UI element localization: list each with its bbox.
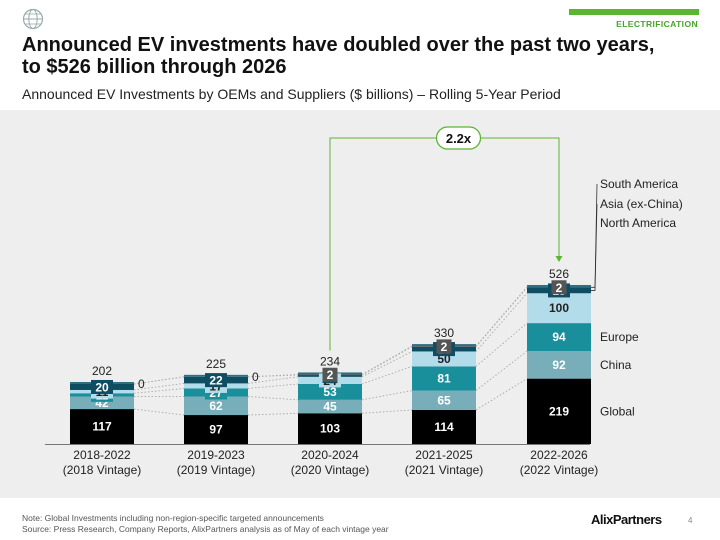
chart-subtitle: Announced EV Investments by OEMs and Sup… (22, 86, 561, 102)
data-label-asia-ex-china: 22 (209, 374, 223, 388)
data-label-europe: 81 (437, 371, 451, 385)
total-label: 330 (434, 326, 454, 340)
bar-segment-north-america (412, 351, 476, 367)
legend-label-south-america: South America (600, 177, 678, 191)
category-sublabel: (2018 Vintage) (63, 463, 142, 477)
category-label: 2018-2022 (73, 448, 131, 462)
legend-label-asia-ex-china: Asia (ex-China) (600, 197, 683, 211)
data-label-south-america: 2 (327, 368, 334, 382)
data-label-south-america: 0 (138, 377, 145, 391)
data-label-south-america: 0 (252, 370, 259, 384)
data-label-global: 219 (549, 404, 569, 418)
data-label-box (551, 280, 567, 295)
series-connector (247, 376, 299, 384)
series-connector (133, 408, 185, 416)
series-connector (361, 351, 413, 378)
series-connector (247, 396, 299, 401)
data-label-box (322, 367, 338, 382)
brand-logo: AlixPartners (591, 512, 662, 527)
data-label-global: 97 (209, 423, 223, 437)
bar-segment-china (527, 351, 591, 379)
accent-bar (569, 9, 699, 15)
bar-segment-global (70, 409, 134, 444)
growth-multiplier-label: 2.2x (446, 131, 472, 146)
series-connector (361, 365, 413, 385)
bar-segment-north-america (527, 293, 591, 324)
data-label-north-america: 100 (549, 301, 569, 315)
category-sublabel: (2020 Vintage) (291, 463, 370, 477)
legend-label-north-america: North America (600, 216, 676, 230)
data-label-south-america: 2 (556, 281, 563, 295)
series-connector (247, 412, 299, 416)
footnote-source: Source: Press Research, Company Reports,… (22, 523, 389, 534)
data-label-china: 62 (209, 399, 223, 413)
data-label-box (436, 339, 452, 354)
bar-segment-china (412, 390, 476, 410)
series-connector (475, 286, 528, 347)
data-label-box (205, 373, 227, 388)
footnotes: Note: Global Investments including non-r… (22, 513, 389, 534)
data-label-south-america: 2 (441, 340, 448, 354)
category-sublabel: (2019 Vintage) (177, 463, 256, 477)
data-label-box (91, 379, 113, 394)
legend-label-global: Global (600, 404, 635, 418)
total-label: 225 (206, 357, 226, 371)
series-connector (361, 409, 413, 414)
data-label-europe: 53 (323, 385, 337, 399)
category-label: 2021-2025 (415, 448, 473, 462)
bar-segment-global (412, 409, 476, 444)
page-title-line-1: Announced EV investments have doubled ov… (22, 34, 655, 56)
data-label-china: 92 (552, 358, 566, 372)
growth-badge (435, 126, 482, 150)
category-label: 2020-2024 (301, 448, 359, 462)
bar-segment-china (70, 396, 134, 410)
data-label-china: 45 (323, 400, 337, 414)
page-number: 4 (688, 516, 693, 525)
series-connector (361, 345, 413, 375)
bar-segment-europe (298, 384, 362, 400)
category-label: 2022-2026 (530, 448, 588, 462)
series-connector (475, 292, 528, 352)
total-label: 526 (549, 267, 569, 281)
bar-segment-global (298, 413, 362, 444)
series-connector (133, 382, 185, 391)
series-connector (133, 388, 185, 394)
legend-leader-line (591, 203, 598, 291)
total-label: 202 (92, 364, 112, 378)
page-title: Announced EV investments have doubled ov… (22, 34, 712, 78)
category-sublabel: (2022 Vintage) (520, 463, 599, 477)
series-connector (361, 346, 413, 376)
bar-segment-global (527, 378, 591, 444)
bar-segment-europe (527, 323, 591, 352)
globe-icon (22, 8, 44, 30)
category-label: 2019-2023 (187, 448, 245, 462)
series-connector (475, 378, 528, 411)
data-label-global: 103 (320, 422, 340, 436)
bar-segment-europe (412, 366, 476, 391)
data-label-global: 117 (92, 420, 112, 434)
series-connector (361, 390, 413, 401)
data-label-global: 114 (434, 420, 454, 434)
page-title-line-2: to $526 billion through 2026 (22, 56, 287, 78)
section-tag: ELECTRIFICATION (616, 19, 698, 29)
growth-arrowhead (555, 255, 563, 262)
legend-label-china: China (600, 358, 632, 372)
stacked-bar-chart: 1174211112002022018-2022(2018 Vintage)97… (45, 126, 683, 477)
series-connector (247, 383, 299, 389)
series-connector (247, 374, 299, 378)
footnote-note: Note: Global Investments including non-r… (22, 513, 324, 523)
data-label-asia-ex-china: 20 (95, 380, 109, 394)
bar-segment-global (184, 415, 248, 444)
series-connector (475, 322, 528, 367)
series-connector (475, 350, 528, 391)
bar-segment-china (298, 399, 362, 414)
series-connector (133, 376, 185, 385)
bar-segment-china (184, 396, 248, 416)
legend-label-europe: Europe (600, 330, 639, 344)
total-label: 234 (320, 354, 340, 368)
data-label-europe: 94 (552, 330, 566, 344)
data-label-china: 65 (437, 393, 451, 407)
growth-bracket (329, 137, 560, 351)
category-sublabel: (2021 Vintage) (405, 463, 484, 477)
